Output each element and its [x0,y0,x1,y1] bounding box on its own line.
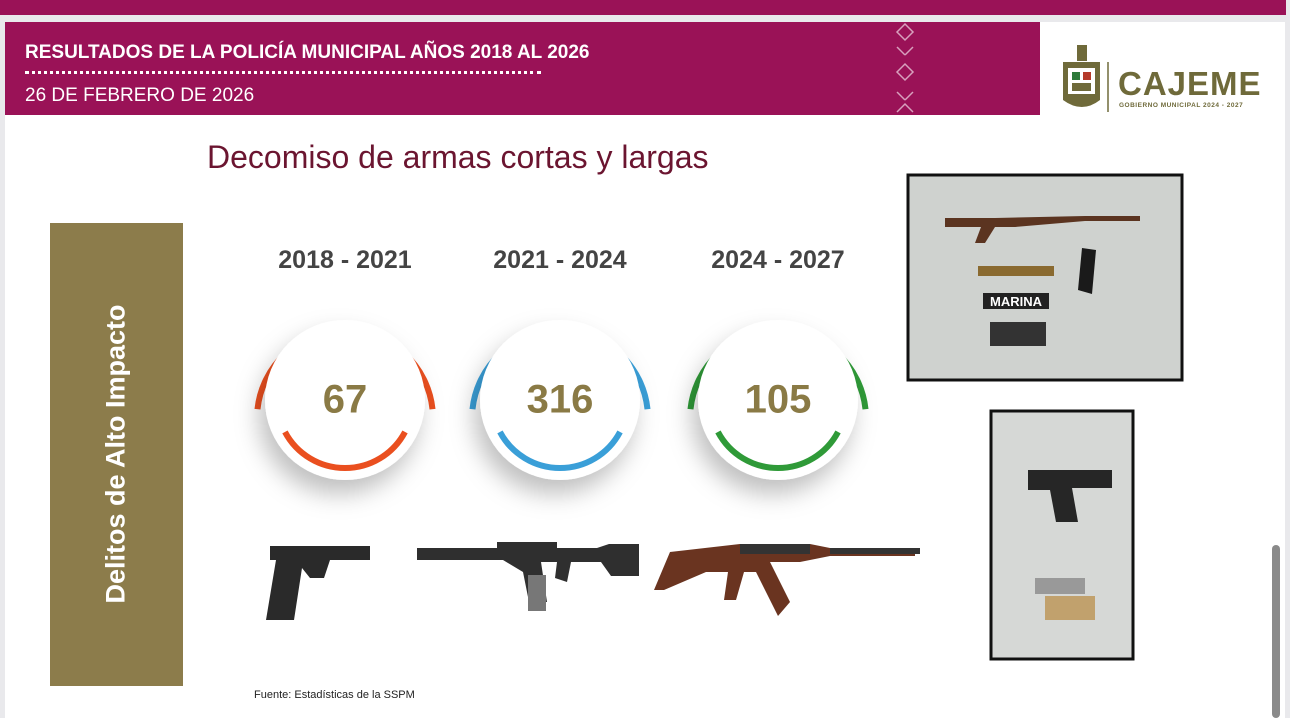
period-label: 2021 - 2024 [493,246,627,274]
period-label: 2018 - 2021 [278,246,412,274]
photo-rifle: MARINA [906,173,1184,382]
pistol-image [266,546,370,620]
inner-arc [715,430,841,471]
inner-arc [282,430,408,471]
ak-image [654,544,920,616]
header-title: RESULTADOS DE LA POLICÍA MUNICIPAL AÑOS … [25,42,590,63]
header-band [5,22,1040,115]
period-label: 2024 - 2027 [711,246,844,274]
period-value: 105 [745,378,812,422]
top-bar [0,0,1286,15]
rifle-image [417,542,639,611]
slide-title: Decomiso de armas cortas y largas [207,139,709,175]
source-note: Fuente: Estadísticas de la SSPM [254,689,415,701]
period-value: 67 [323,378,368,422]
disc [480,320,640,480]
logo-subtitle: GOBIERNO MUNICIPAL 2024 - 2027 [1119,102,1244,109]
header-date: 26 DE FEBRERO DE 2026 [25,85,255,106]
period-group: 2018 - 2021 67 2021 - 2024 316 2024 - 2027 10… [254,246,869,480]
logo-shield [1063,45,1109,112]
side-box [50,223,183,686]
disc [698,320,858,480]
dotted-rule [25,71,541,74]
period-value: 316 [527,378,594,422]
logo-name: CAJEME [1118,65,1262,102]
inner-arc [497,430,623,471]
ornament [895,22,915,113]
scrollbar[interactable] [1272,545,1280,718]
photo-label: MARINA [990,294,1043,309]
disc [265,320,425,480]
photo-pistol [989,409,1135,661]
